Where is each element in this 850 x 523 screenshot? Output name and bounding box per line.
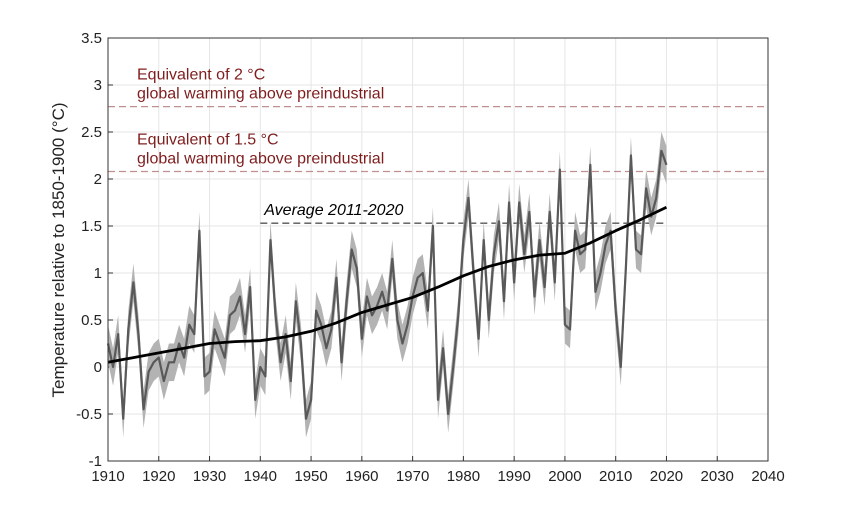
- y-tick-label: -0.5: [76, 406, 102, 423]
- uncertainty-band: [108, 132, 667, 438]
- x-tick-label: 2000: [548, 468, 581, 485]
- x-tick-label: 1950: [294, 468, 327, 485]
- x-tick-label: 2040: [751, 468, 784, 485]
- x-tick-label: 2020: [650, 468, 683, 485]
- y-tick-label: 0.5: [81, 312, 102, 329]
- y-tick-label: 2: [94, 171, 102, 188]
- reference-label: Average 2011-2020: [263, 202, 403, 219]
- x-tick-label: 1930: [193, 468, 226, 485]
- x-tick-label: 1970: [396, 468, 429, 485]
- reference-label: Equivalent of 2 °C: [137, 67, 265, 84]
- y-axis-label: Temperature relative to 1850-1900 (°C): [49, 102, 68, 397]
- x-tick-label: 2010: [599, 468, 632, 485]
- y-tick-label: 1: [94, 265, 102, 282]
- x-tick-label: 1940: [244, 468, 277, 485]
- x-tick-label: 1980: [447, 468, 480, 485]
- reference-label: global warming above preindustrial: [137, 86, 384, 103]
- y-tick-label: 3.5: [81, 30, 102, 47]
- reference-label: Equivalent of 1.5 °C: [137, 131, 279, 148]
- trend-line: [107, 205, 668, 364]
- x-tick-label: 1990: [497, 468, 530, 485]
- y-tick-label: 2.5: [81, 124, 102, 141]
- y-tick-label: 0: [94, 359, 102, 376]
- reference-label: global warming above preindustrial: [137, 150, 384, 167]
- x-tick-label: 1920: [142, 468, 175, 485]
- y-tick-label: 1.5: [81, 218, 102, 235]
- plot-frame: [107, 37, 769, 462]
- x-tick-label: 1960: [345, 468, 378, 485]
- x-tick-label: 2030: [701, 468, 734, 485]
- annual-line: [106, 149, 668, 420]
- y-tick-label: 3: [94, 77, 102, 94]
- y-tick-label: -1: [89, 453, 102, 470]
- x-tick-label: 1910: [91, 468, 124, 485]
